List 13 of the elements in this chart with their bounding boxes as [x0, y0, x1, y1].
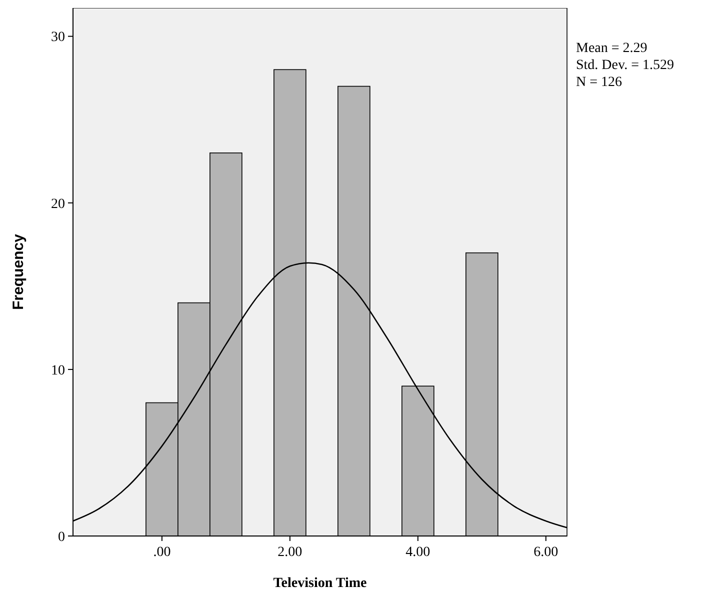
text: N = 126: [576, 75, 622, 90]
x-axis-title: Television Time: [273, 576, 367, 591]
y-axis-title: Frequency: [10, 233, 27, 310]
y-tick-label: 20: [51, 196, 65, 212]
x-tick-label: 4.00: [406, 545, 430, 560]
text: Std. Dev. = 1.529: [576, 58, 674, 73]
x-tick-label: .00: [153, 545, 171, 560]
y-tick-label: 0: [58, 530, 65, 545]
x-tick-label: 2.00: [278, 545, 302, 560]
text: Mean = 2.29: [576, 41, 648, 56]
x-tick-label: 6.00: [534, 545, 558, 560]
y-tick-label: 30: [51, 30, 65, 46]
y-tick-label: 10: [51, 363, 65, 378]
